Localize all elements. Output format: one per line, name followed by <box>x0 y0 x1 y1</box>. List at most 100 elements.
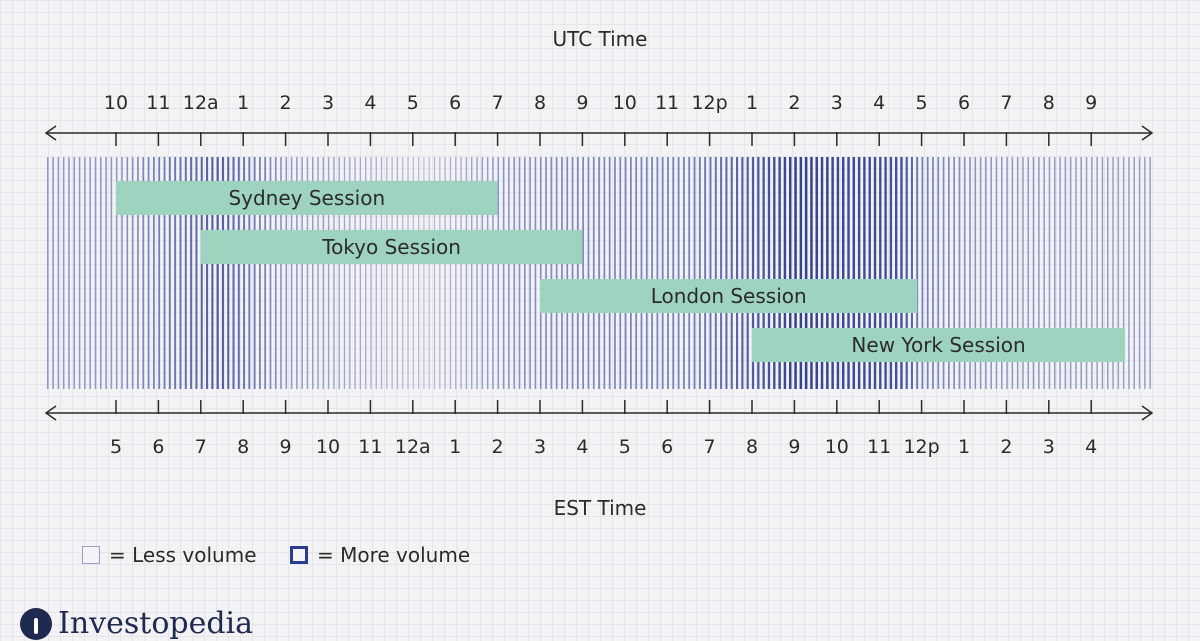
volume-stripe <box>937 157 940 389</box>
utc-tick-label: 6 <box>449 92 461 114</box>
est-tick-label: 10 <box>825 436 849 458</box>
volume-stripe <box>773 157 776 389</box>
session-bar <box>200 230 583 264</box>
volume-stripe <box>1112 157 1114 389</box>
volume-stripe <box>481 157 484 389</box>
volume-stripe <box>1101 157 1104 389</box>
session-label: New York Session <box>851 333 1025 357</box>
utc-tick-label: 1 <box>746 92 758 114</box>
volume-stripe <box>349 157 351 389</box>
utc-tick-label: 2 <box>280 92 292 114</box>
volume-stripe <box>1144 157 1146 389</box>
volume-stripe <box>1080 157 1083 389</box>
est-tick-label: 5 <box>110 436 122 458</box>
volume-stripe <box>449 157 452 389</box>
utc-tick-label: 5 <box>407 92 419 114</box>
volume-stripe <box>126 157 129 389</box>
utc-tick-label: 2 <box>788 92 800 114</box>
utc-axis-line <box>44 125 1154 146</box>
volume-stripe <box>932 157 934 389</box>
volume-stripe <box>725 157 728 389</box>
utc-tick-label: 4 <box>364 92 376 114</box>
volume-stripe <box>969 157 971 389</box>
volume-stripe <box>73 157 76 389</box>
volume-stripe <box>963 157 966 389</box>
utc-tick-label: 8 <box>534 92 546 114</box>
volume-stripe <box>518 157 521 389</box>
volume-stripe <box>582 157 585 389</box>
more-volume-swatch <box>290 546 308 564</box>
est-axis-line <box>44 400 1154 421</box>
volume-stripe <box>105 157 107 389</box>
est-tick-label: 11 <box>867 436 891 458</box>
volume-stripe <box>285 157 288 389</box>
volume-stripe <box>110 157 113 389</box>
volume-stripe <box>137 157 139 389</box>
volume-stripe <box>248 157 251 389</box>
utc-axis-right-arrow <box>1141 125 1154 141</box>
volume-stripe <box>375 157 377 389</box>
brand-name: Investopedia <box>58 606 254 641</box>
volume-stripe <box>190 157 193 389</box>
volume-stripe <box>826 157 829 389</box>
utc-tick-label: 11 <box>655 92 679 114</box>
volume-stripe <box>243 157 246 389</box>
volume-stripe <box>693 157 696 389</box>
volume-stripe <box>455 157 457 389</box>
legend-less-volume: = Less volume <box>82 543 257 567</box>
less-volume-label: = Less volume <box>109 543 257 567</box>
volume-stripe <box>953 157 955 389</box>
more-volume-label: = More volume <box>317 543 471 567</box>
volume-stripe <box>301 157 303 389</box>
volume-stripe <box>407 157 409 389</box>
volume-stripe <box>926 157 929 389</box>
volume-stripe <box>1048 157 1051 389</box>
est-axis-title: EST Time <box>554 496 647 520</box>
volume-stripe <box>94 157 97 389</box>
session-label: Tokyo Session <box>321 235 461 259</box>
volume-stripe <box>428 157 430 389</box>
volume-stripe <box>667 157 669 389</box>
volume-stripe <box>1027 157 1030 389</box>
volume-stripe <box>857 157 861 389</box>
volume-stripe <box>730 157 733 389</box>
volume-stripe <box>651 157 653 389</box>
volume-stripe <box>577 157 579 389</box>
session-label: London Session <box>651 284 807 308</box>
volume-stripe <box>889 157 893 389</box>
utc-axis-left-arrow <box>44 125 57 141</box>
volume-stripe <box>751 157 755 389</box>
volume-stripe <box>534 157 537 389</box>
volume-stripe <box>1011 157 1014 389</box>
volume-stripe <box>842 157 845 389</box>
volume-stripe <box>910 157 913 389</box>
est-tick-labels: 5 6 7 8 9 10 11 12a 1 2 3 4 5 6 7 8 9 10 11 12p 1 2 3 4 <box>110 436 1097 458</box>
volume-stripe <box>264 157 267 389</box>
volume-stripe <box>873 157 877 389</box>
volume-stripe <box>200 157 203 389</box>
volume-stripe <box>704 157 707 389</box>
volume-stripe <box>280 157 282 389</box>
volume-stripe <box>259 157 261 389</box>
volume-stripe <box>863 157 866 389</box>
volume-stripe <box>879 157 882 389</box>
est-tick-label: 1 <box>449 436 461 458</box>
est-tick-label: 7 <box>195 436 207 458</box>
est-tick-label: 12a <box>395 436 431 458</box>
est-tick-label: 8 <box>746 436 758 458</box>
volume-stripe <box>1091 157 1093 389</box>
volume-stripe <box>736 157 739 389</box>
volume-stripe <box>274 157 277 389</box>
volume-stripe <box>84 157 86 389</box>
volume-stripe <box>539 157 542 389</box>
volume-stripe <box>990 157 992 389</box>
utc-tick-label: 6 <box>958 92 970 114</box>
volume-stripe <box>948 157 950 389</box>
volume-stripe <box>370 157 372 389</box>
volume-stripe <box>1107 157 1109 389</box>
volume-stripe <box>847 157 850 389</box>
utc-tick-label: 8 <box>1043 92 1055 114</box>
volume-stripe <box>1085 157 1088 389</box>
est-tick-label: 1 <box>958 436 970 458</box>
